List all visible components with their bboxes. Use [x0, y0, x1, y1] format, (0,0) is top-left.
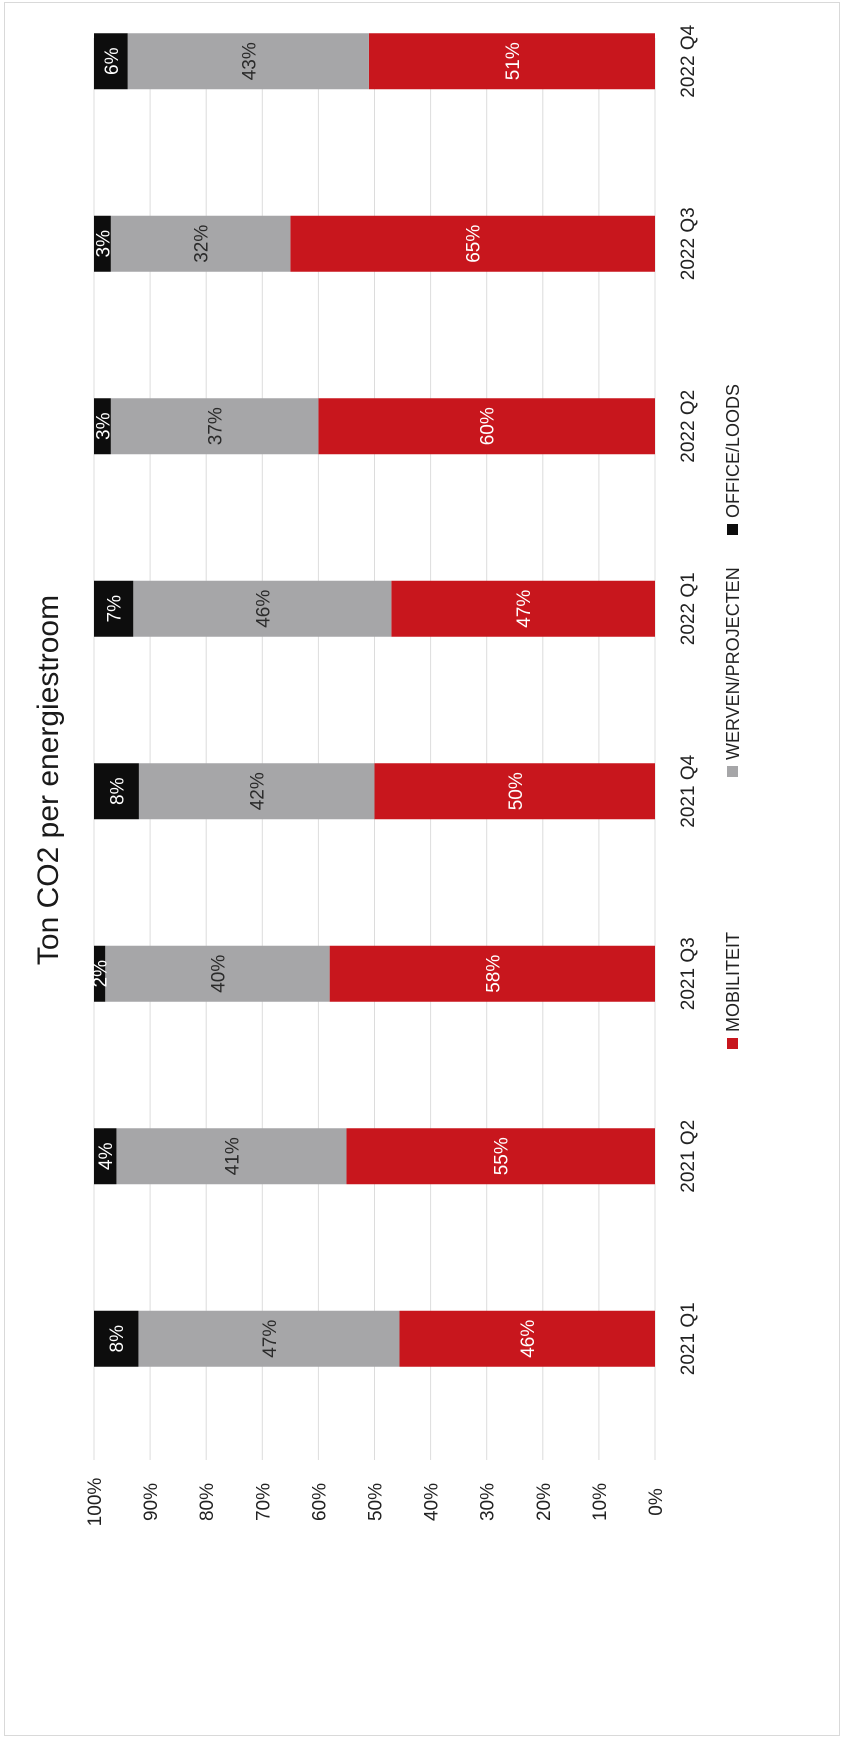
chart-title: Ton CO2 per energiestroom: [32, 595, 65, 965]
bar-segment: [94, 580, 134, 637]
legend-swatch: [727, 766, 738, 777]
category-label: 2022 Q1: [678, 572, 699, 645]
data-label: 3%: [93, 412, 114, 440]
bar-segment: [94, 33, 128, 90]
bar-segment: [133, 580, 392, 637]
data-label: 32%: [192, 225, 213, 263]
y-tick-label: 40%: [422, 1483, 443, 1521]
gridlines: [93, 38, 656, 1460]
data-label: 41%: [222, 1137, 243, 1175]
bar-segment: [346, 1128, 655, 1185]
y-tick-label: 90%: [141, 1483, 162, 1521]
bar-segment: [116, 1128, 347, 1185]
y-tick-label: 30%: [478, 1483, 499, 1521]
legend: MOBILITEIT WERVEN/PROJECTEN OFFICE/LOODS: [723, 384, 743, 1049]
category-label: 2021 Q2: [678, 1120, 699, 1193]
legend-label: WERVEN/PROJECTEN: [723, 567, 743, 760]
bar-segment: [94, 398, 111, 455]
y-tick-label: 0%: [646, 1488, 667, 1516]
bar-segment: [138, 763, 375, 820]
bar-segment: [290, 215, 655, 272]
y-tick-label: 50%: [366, 1483, 387, 1521]
data-labels: 46% 47% 8% 55% 41% 4% 58% 40% 2% 50% 42% 8% 47% 46% 7%…: [91, 42, 540, 1358]
bar-segment: [110, 398, 319, 455]
category-label: 2022 Q3: [678, 207, 699, 280]
data-label: 46%: [518, 1320, 539, 1358]
data-label: 50%: [506, 772, 527, 810]
category-label: 2021 Q1: [678, 1302, 699, 1375]
bar-segment: [94, 1310, 139, 1367]
bar-segment: [374, 763, 655, 820]
bar-segment: [110, 215, 291, 272]
data-label: 43%: [239, 42, 260, 80]
bar-segment: [318, 398, 655, 455]
bars: [94, 33, 655, 1367]
data-label: 7%: [105, 595, 126, 623]
category-label: 2022 Q4: [678, 24, 699, 97]
y-tick-label: 20%: [534, 1483, 555, 1521]
data-label: 65%: [464, 225, 485, 263]
y-tick-label: 10%: [590, 1483, 611, 1521]
bar-segment: [368, 33, 655, 90]
data-label: 47%: [514, 590, 535, 628]
data-label: 47%: [260, 1320, 281, 1358]
data-label: 2%: [91, 960, 112, 988]
data-label: 51%: [503, 42, 524, 80]
y-tick-label: 60%: [309, 1483, 330, 1521]
chart-frame: [4, 2, 840, 1736]
category-label: 2022 Q2: [678, 390, 699, 463]
chart-title-group: Ton CO2 per energiestroom: [32, 595, 65, 965]
bar-segment: [399, 1310, 655, 1367]
bar-segment: [94, 1128, 117, 1185]
data-label: 6%: [102, 47, 123, 75]
bar-segment: [329, 945, 655, 1002]
bar-segment: [138, 1310, 400, 1367]
data-label: 42%: [248, 772, 269, 810]
category-axis-labels: 2021 Q1 2021 Q2 2021 Q3 2021 Q4 2022 Q1 2022 …: [678, 24, 699, 1375]
data-label: 4%: [96, 1142, 117, 1170]
bar-segment: [94, 763, 139, 820]
bar-segment: [391, 580, 655, 637]
legend-label: OFFICE/LOODS: [723, 384, 743, 518]
data-label: 37%: [206, 407, 227, 445]
bar-segment: [94, 945, 106, 1002]
data-label: 55%: [492, 1137, 513, 1175]
data-label: 3%: [93, 230, 114, 258]
legend-swatch: [727, 524, 738, 535]
data-label: 60%: [478, 407, 499, 445]
legend-label: MOBILITEIT: [723, 932, 743, 1032]
bar-segment: [94, 215, 111, 272]
y-tick-label: 80%: [197, 1483, 218, 1521]
category-label: 2021 Q3: [678, 937, 699, 1010]
category-label: 2021 Q4: [678, 754, 699, 827]
data-label: 46%: [253, 590, 274, 628]
y-tick-label: 70%: [253, 1483, 274, 1521]
data-label: 8%: [107, 1325, 128, 1353]
legend-swatch: [727, 1038, 738, 1049]
value-axis-ticks: 0% 10% 20% 30% 40% 50% 60% 70% 80% 90% 100%: [85, 1478, 667, 1527]
bar-segment: [105, 945, 330, 1002]
data-label: 8%: [107, 777, 128, 805]
data-label: 58%: [483, 955, 504, 993]
y-tick-label: 100%: [85, 1478, 106, 1527]
bar-segment: [127, 33, 369, 90]
data-label: 40%: [208, 955, 229, 993]
